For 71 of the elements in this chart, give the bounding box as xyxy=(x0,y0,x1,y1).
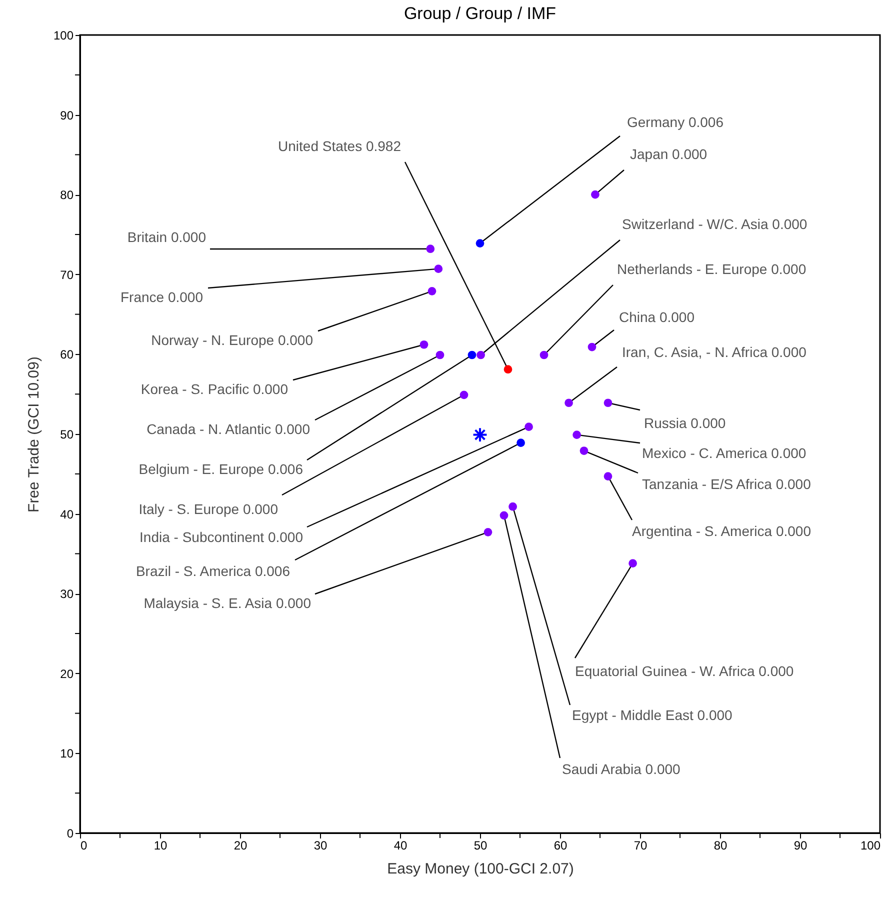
point xyxy=(604,472,612,480)
data-label: Brazil - S. America 0.006 xyxy=(136,563,290,579)
y-tick-label: 70 xyxy=(60,268,74,282)
point xyxy=(572,430,581,439)
point xyxy=(436,350,444,360)
point xyxy=(604,398,612,408)
point xyxy=(500,511,508,520)
y-tick-label: 80 xyxy=(60,188,74,202)
data-label: Tanzania - E/S Africa 0.000 xyxy=(642,476,812,492)
data-label: Iran, C. Asia, - N. Africa 0.000 xyxy=(622,344,807,360)
chart-title: Group / Group / IMF xyxy=(404,4,556,23)
x-tick-label: 70 xyxy=(634,838,648,852)
data-label: Egypt - Middle East 0.000 xyxy=(572,707,733,723)
point xyxy=(524,422,533,431)
y-tick-label: 60 xyxy=(60,348,74,362)
data-label: Belgium - E. Europe 0.006 xyxy=(138,461,304,477)
data-label: Canada - N. Atlantic 0.000 xyxy=(146,421,310,437)
data-label: Italy - S. Europe 0.000 xyxy=(138,501,278,517)
point xyxy=(564,398,573,408)
x-tick-label: 10 xyxy=(154,838,168,852)
point xyxy=(484,528,492,536)
x-tick-label: 30 xyxy=(314,838,328,852)
y-tick-label: 90 xyxy=(60,108,74,122)
point xyxy=(580,446,588,455)
y-tick-label: 0 xyxy=(66,826,74,840)
point xyxy=(504,365,512,374)
data-label: Switzerland - W/C. Asia 0.000 xyxy=(622,216,808,232)
x-tick-label: 80 xyxy=(714,838,728,852)
data-label: Britain 0.000 xyxy=(127,229,206,245)
data-label: United States 0.982 xyxy=(278,138,402,154)
data-label: Argentina - S. America 0.000 xyxy=(632,523,812,539)
point xyxy=(460,390,468,400)
y-tick-label: 100 xyxy=(53,28,74,42)
point xyxy=(420,340,428,349)
point xyxy=(508,502,517,511)
data-label: Japan 0.000 xyxy=(630,146,708,162)
point xyxy=(434,264,443,273)
data-label: Korea - S. Pacific 0.000 xyxy=(140,381,288,397)
point xyxy=(472,427,488,443)
data-label: Equatorial Guinea - W. Africa 0.000 xyxy=(575,663,794,679)
data-label: Germany 0.006 xyxy=(627,114,724,130)
point xyxy=(591,190,600,199)
x-tick-label: 60 xyxy=(554,838,568,852)
data-label: Russia 0.000 xyxy=(644,415,726,431)
data-label: China 0.000 xyxy=(619,309,695,325)
x-tick-label: 20 xyxy=(234,838,248,852)
y-axis-title: Free Trade (GCI 10.09) xyxy=(25,356,42,512)
data-label: Mexico - C. America 0.000 xyxy=(642,445,806,461)
data-label: India - Subcontinent 0.000 xyxy=(140,529,304,545)
x-axis-title: Easy Money (100-GCI 2.07) xyxy=(387,860,574,878)
y-tick-label: 20 xyxy=(60,666,74,681)
point xyxy=(428,286,436,296)
x-tick-label: 50 xyxy=(474,838,488,852)
data-label: Saudi Arabia 0.000 xyxy=(562,761,681,777)
data-label: Norway - N. Europe 0.000 xyxy=(151,332,314,348)
data-label: Netherlands - E. Europe 0.000 xyxy=(617,261,806,277)
y-tick-label: 30 xyxy=(60,587,74,602)
y-tick-label: 10 xyxy=(60,746,74,761)
point xyxy=(540,350,548,360)
point xyxy=(628,559,637,568)
x-tick-label: 0 xyxy=(80,838,88,852)
x-tick-label: 90 xyxy=(794,838,808,852)
y-tick-label: 40 xyxy=(60,507,74,522)
point xyxy=(588,342,596,352)
data-label: France 0.000 xyxy=(120,289,204,305)
x-tick-label: 40 xyxy=(394,838,408,852)
point xyxy=(476,350,485,360)
x-tick-label: 100 xyxy=(860,838,881,852)
y-tick-label: 50 xyxy=(60,428,74,442)
point xyxy=(426,244,435,254)
data-label: Malaysia - S. E. Asia 0.000 xyxy=(144,595,312,611)
